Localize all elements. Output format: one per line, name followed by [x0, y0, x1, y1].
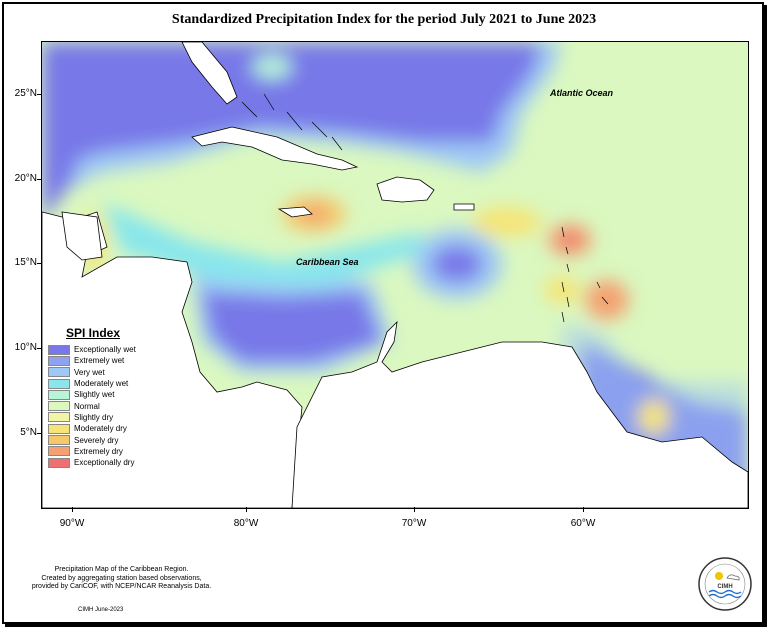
legend-label: Moderately wet	[74, 379, 129, 389]
legend-label: Very wet	[74, 367, 105, 377]
legend-label: Exceptionally dry	[74, 458, 135, 468]
legend-item: Exceptionally wet	[48, 344, 158, 355]
logo-text: CIMH	[717, 584, 732, 590]
lon-label-60w: 60°W	[570, 518, 596, 529]
map-title: Standardized Precipitation Index for the…	[171, 12, 597, 27]
legend-label: Normal	[74, 401, 100, 411]
lat-label-5n: 5°N	[20, 427, 37, 438]
lon-label-90w: 90°W	[59, 518, 85, 529]
tick-80w	[246, 507, 247, 512]
legend-item: Moderately dry	[48, 423, 158, 434]
legend-item: Normal	[48, 400, 158, 412]
legend-swatch	[48, 344, 70, 355]
tick-25n	[37, 94, 41, 95]
lat-label-10n: 10°N	[14, 342, 37, 353]
legend-swatch	[48, 446, 70, 457]
spi-legend: SPI Index Exceptionally wet Extremely wet…	[48, 326, 158, 468]
legend-swatch	[48, 355, 70, 366]
legend-swatch	[48, 423, 70, 434]
tick-5n	[37, 433, 41, 434]
footer-note: Precipitation Map of the Caribbean Regio…	[14, 566, 229, 592]
legend-swatch	[48, 435, 70, 446]
lat-label-25n: 25°N	[14, 88, 37, 99]
legend-item: Exceptionally dry	[48, 457, 158, 468]
sun-icon	[715, 572, 723, 580]
footer-line-1: Precipitation Map of the Caribbean Regio…	[54, 566, 189, 573]
tick-60w	[583, 507, 584, 512]
legend-item: Moderately wet	[48, 378, 158, 389]
legend-title: SPI Index	[66, 326, 121, 340]
legend-label: Severely dry	[74, 435, 119, 445]
footer-line-2: Created by aggregating station based obs…	[41, 574, 202, 582]
legend-swatch	[48, 412, 70, 423]
cloud-icon	[726, 574, 740, 581]
land	[42, 42, 748, 508]
tick-20n	[37, 179, 41, 180]
legend-label: Extremely wet	[74, 356, 125, 366]
credit-text: CIMH June-2023	[78, 607, 124, 613]
lat-label-15n: 15°N	[14, 257, 37, 268]
wave-icon	[708, 589, 742, 595]
tick-70w	[414, 507, 415, 512]
legend-swatch	[48, 367, 70, 378]
legend-label: Slightly dry	[74, 412, 114, 422]
legend-item: Slightly wet	[48, 389, 158, 400]
footer-line-3: provided by CariCOF, with NCEP/NCAR Rean…	[31, 583, 212, 590]
lon-label-70w: 70°W	[401, 518, 427, 529]
map-canvas	[42, 42, 748, 508]
legend-label: Moderately dry	[74, 424, 127, 434]
cimh-logo: CIMH	[697, 556, 753, 612]
tick-15n	[37, 263, 41, 264]
legend-swatch	[48, 378, 70, 389]
legend-item: Slightly dry	[48, 412, 158, 423]
legend-swatch	[48, 457, 70, 468]
legend-item: Very wet	[48, 367, 158, 378]
tick-90w	[72, 507, 73, 512]
spi-map	[41, 41, 749, 509]
lat-label-20n: 20°N	[14, 173, 37, 184]
legend-item: Severely dry	[48, 434, 158, 446]
islands	[241, 93, 609, 323]
legend-item: Extremely wet	[48, 355, 158, 366]
legend-swatch	[48, 401, 70, 412]
legend-swatch	[48, 389, 70, 400]
tick-10n	[37, 348, 41, 349]
lon-label-80w: 80°W	[233, 518, 259, 529]
caribbean-label: Caribbean Sea	[296, 257, 359, 267]
legend-label: Slightly wet	[74, 390, 115, 400]
legend-item: Extremely dry	[48, 446, 158, 457]
atlantic-label: Atlantic Ocean	[550, 88, 614, 98]
legend-label: Exceptionally wet	[74, 345, 136, 355]
legend-rows: Exceptionally wet Extremely wet Very wet Mo…	[48, 344, 158, 468]
legend-label: Extremely dry	[74, 446, 123, 456]
